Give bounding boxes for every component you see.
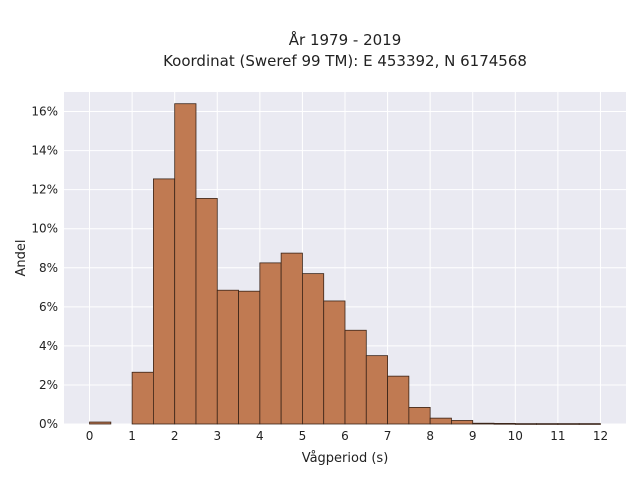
histogram-bar [238, 290, 261, 425]
histogram-bar [536, 423, 559, 425]
histogram-bar [195, 198, 218, 425]
x-tick-label: 8 [426, 429, 434, 443]
chart-title-line-2: Koordinat (Sweref 99 TM): E 453392, N 61… [163, 52, 527, 70]
y-tick-label: 10% [31, 222, 58, 236]
histogram-bar [174, 103, 197, 425]
x-tick-label: 1 [128, 429, 136, 443]
histogram-bar [493, 423, 516, 425]
bars [89, 103, 601, 425]
x-tick-label: 5 [299, 429, 307, 443]
y-tick-label: 2% [39, 378, 58, 392]
histogram-bar [89, 421, 112, 425]
x-tick-label: 7 [384, 429, 392, 443]
histogram-bar [280, 252, 303, 425]
histogram-bar [344, 329, 367, 425]
histogram-bar [429, 417, 452, 425]
histogram-bar [153, 178, 176, 425]
histogram-bar [302, 273, 325, 425]
histogram-bar [216, 289, 239, 425]
histogram-bar [557, 423, 580, 425]
histogram-bar [365, 355, 388, 425]
x-tick-label: 4 [256, 429, 264, 443]
y-tick-label: 6% [39, 300, 58, 314]
x-tick-label: 3 [213, 429, 221, 443]
x-axis-label: Vågperiod (s) [302, 451, 389, 466]
y-tick-label: 16% [31, 105, 58, 119]
histogram-bar [451, 420, 474, 425]
histogram-bar [323, 300, 346, 425]
y-tick-label: 12% [31, 183, 58, 197]
histogram-bar [131, 371, 154, 425]
y-tick-label: 14% [31, 144, 58, 158]
histogram-bar [472, 422, 495, 425]
histogram-bar [408, 406, 431, 425]
histogram-bar [514, 423, 537, 425]
x-tick-label: 2 [171, 429, 179, 443]
histogram-bar [387, 375, 410, 425]
x-tick-label: 6 [341, 429, 349, 443]
histogram-bar [259, 262, 282, 425]
histogram-bar [578, 423, 601, 425]
x-tick-label: 0 [86, 429, 94, 443]
x-axis-ticks: 0 1 2 3 4 5 6 7 8 9 10 11 12 [86, 429, 608, 443]
x-tick-label: 10 [508, 429, 523, 443]
y-axis-ticks: 0% 2% 4% 6% 8% 10% 12% 14% 16% [31, 105, 58, 431]
y-axis-label: Andel [14, 240, 29, 277]
x-tick-label: 9 [469, 429, 477, 443]
x-tick-label: 12 [593, 429, 608, 443]
chart-title-line-1: År 1979 - 2019 [289, 30, 402, 49]
y-tick-label: 8% [39, 261, 58, 275]
y-tick-label: 0% [39, 417, 58, 431]
x-tick-label: 11 [550, 429, 565, 443]
y-tick-label: 4% [39, 339, 58, 353]
